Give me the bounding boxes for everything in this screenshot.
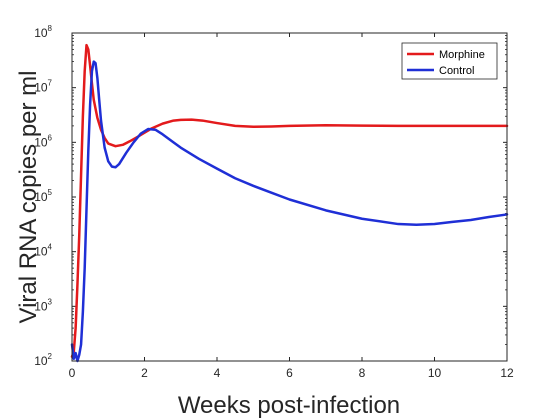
series-line-control [70,60,509,363]
axis-ticks: 0 2 4 6 8 10 12 102 103 104 105 106 107 108 [34,24,514,380]
series-line-morphine [70,43,509,358]
y-tick-label: 104 [34,243,52,259]
x-tick-label: 10 [428,366,442,380]
series-lines [70,43,509,363]
x-axis-label: Weeks post-infection [178,392,400,419]
plot-frame [71,32,508,362]
y-tick-label: 108 [34,24,52,40]
x-tick-label: 12 [500,366,514,380]
y-tick-label: 105 [34,188,52,204]
x-tick-label: 4 [214,366,221,380]
x-tick-label: 6 [286,366,293,380]
legend-label-control: Control [439,65,474,77]
x-tick-label: 2 [141,366,148,380]
y-tick-label: 106 [34,133,52,149]
x-tick-label: 8 [359,366,366,380]
legend-box [401,42,498,80]
y-tick-label: 102 [34,352,52,368]
legend: Morphine Control [401,42,498,80]
plot-area [72,33,507,361]
y-tick-label: 107 [34,79,52,95]
legend-label-morphine: Morphine [439,49,485,61]
x-tick-label: 0 [69,366,76,380]
y-axis-label: Viral RNA copies per ml [15,71,42,324]
y-tick-label: 103 [34,297,52,313]
